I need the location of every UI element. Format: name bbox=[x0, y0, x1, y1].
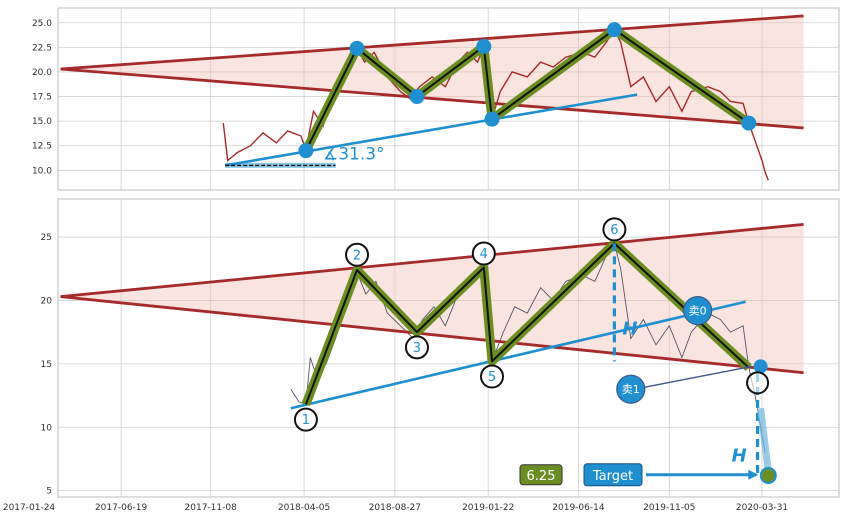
x-tick-label: 2017-06-19 bbox=[95, 503, 148, 513]
bottom-y-tick-label: 20 bbox=[41, 296, 53, 306]
top-pivot-marker bbox=[409, 89, 425, 105]
x-tick-label: 2017-01-24 bbox=[3, 503, 56, 513]
top-y-tick-label: 25.0 bbox=[32, 19, 52, 29]
bottom-triangle-fill bbox=[60, 224, 804, 373]
top-panel: 10.0 12.5 15.0 17.5 20.0 22.5 25.0 ∡31.3° bbox=[32, 7, 840, 191]
pivot-circle bbox=[293, 407, 318, 432]
bottom-frame bbox=[57, 198, 840, 498]
top-y-tick-label: 15.0 bbox=[32, 117, 52, 127]
projection-band bbox=[757, 407, 772, 472]
target-value-text: 6.25 bbox=[527, 469, 556, 484]
top-pivot-marker bbox=[606, 22, 622, 38]
x-tick-label: 2017-11-08 bbox=[185, 503, 238, 513]
target-label-text: Target bbox=[592, 469, 633, 484]
pivot-label: 3 bbox=[413, 341, 421, 356]
pivot-circle bbox=[404, 335, 429, 360]
pivot-label: 5 bbox=[488, 370, 496, 385]
pivot-circle bbox=[471, 241, 496, 266]
top-trend-line bbox=[224, 93, 638, 167]
sell-signal-marker bbox=[683, 295, 713, 326]
bottom-support-line bbox=[60, 295, 804, 375]
sell-signal-label: 卖1 bbox=[622, 383, 640, 396]
x-tick-label: 2018-08-27 bbox=[369, 503, 421, 513]
x-tick-label: 2019-06-14 bbox=[552, 503, 605, 513]
height-label-pattern: H bbox=[622, 319, 637, 340]
height-label-target: H bbox=[732, 445, 747, 466]
pivot-circle bbox=[345, 242, 370, 267]
breakout-marker bbox=[753, 359, 768, 374]
target-marker bbox=[759, 466, 777, 484]
breakout-circle bbox=[746, 371, 770, 395]
x-tick-label: 2019-01-22 bbox=[462, 503, 514, 513]
sell-signal-label: 卖0 bbox=[689, 305, 707, 318]
bottom-y-tick-label: 25 bbox=[41, 233, 52, 243]
top-pivot-marker bbox=[484, 111, 500, 127]
top-y-tick-label: 10.0 bbox=[32, 166, 52, 176]
top-y-tick-label: 22.5 bbox=[32, 43, 52, 53]
pivot-circle bbox=[602, 217, 627, 242]
top-pivot-marker bbox=[741, 115, 757, 131]
bottom-resistance-line bbox=[60, 222, 804, 299]
x-tick-label: 2020-03-31 bbox=[736, 503, 788, 513]
bottom-y-tick-label: 5 bbox=[46, 487, 52, 497]
top-support-line bbox=[60, 67, 804, 130]
target-value-box bbox=[519, 464, 563, 486]
top-y-tick-label: 12.5 bbox=[32, 142, 52, 152]
pivot-label: 4 bbox=[480, 247, 488, 262]
top-y-tick-label: 20.0 bbox=[32, 68, 52, 78]
bottom-trend-line bbox=[290, 300, 746, 410]
top-y-tick-label: 17.5 bbox=[32, 93, 52, 103]
top-resistance-line bbox=[60, 14, 804, 71]
angle-label: ∡31.3° bbox=[323, 145, 385, 165]
pivot-circle bbox=[480, 364, 505, 389]
bottom-y-tick-label: 10 bbox=[41, 423, 53, 433]
x-tick-label: 2018-04-05 bbox=[278, 503, 330, 513]
bottom-y-tick-label: 15 bbox=[41, 360, 52, 370]
top-pivot-marker bbox=[298, 143, 314, 159]
top-triangle-fill bbox=[60, 15, 804, 129]
top-pivot-marker bbox=[349, 40, 365, 56]
x-tick-label: 2019-11-05 bbox=[643, 503, 695, 513]
sell1-pointer bbox=[644, 365, 752, 388]
top-frame bbox=[57, 7, 840, 191]
pivot-label: 6 bbox=[610, 223, 618, 238]
target-arrow-head bbox=[748, 469, 759, 480]
pivot-label: 2 bbox=[353, 248, 361, 263]
sell-signal-marker bbox=[616, 374, 646, 404]
target-box bbox=[583, 463, 643, 487]
pivot-label: 1 bbox=[302, 413, 310, 428]
top-pivot-marker bbox=[476, 38, 492, 54]
